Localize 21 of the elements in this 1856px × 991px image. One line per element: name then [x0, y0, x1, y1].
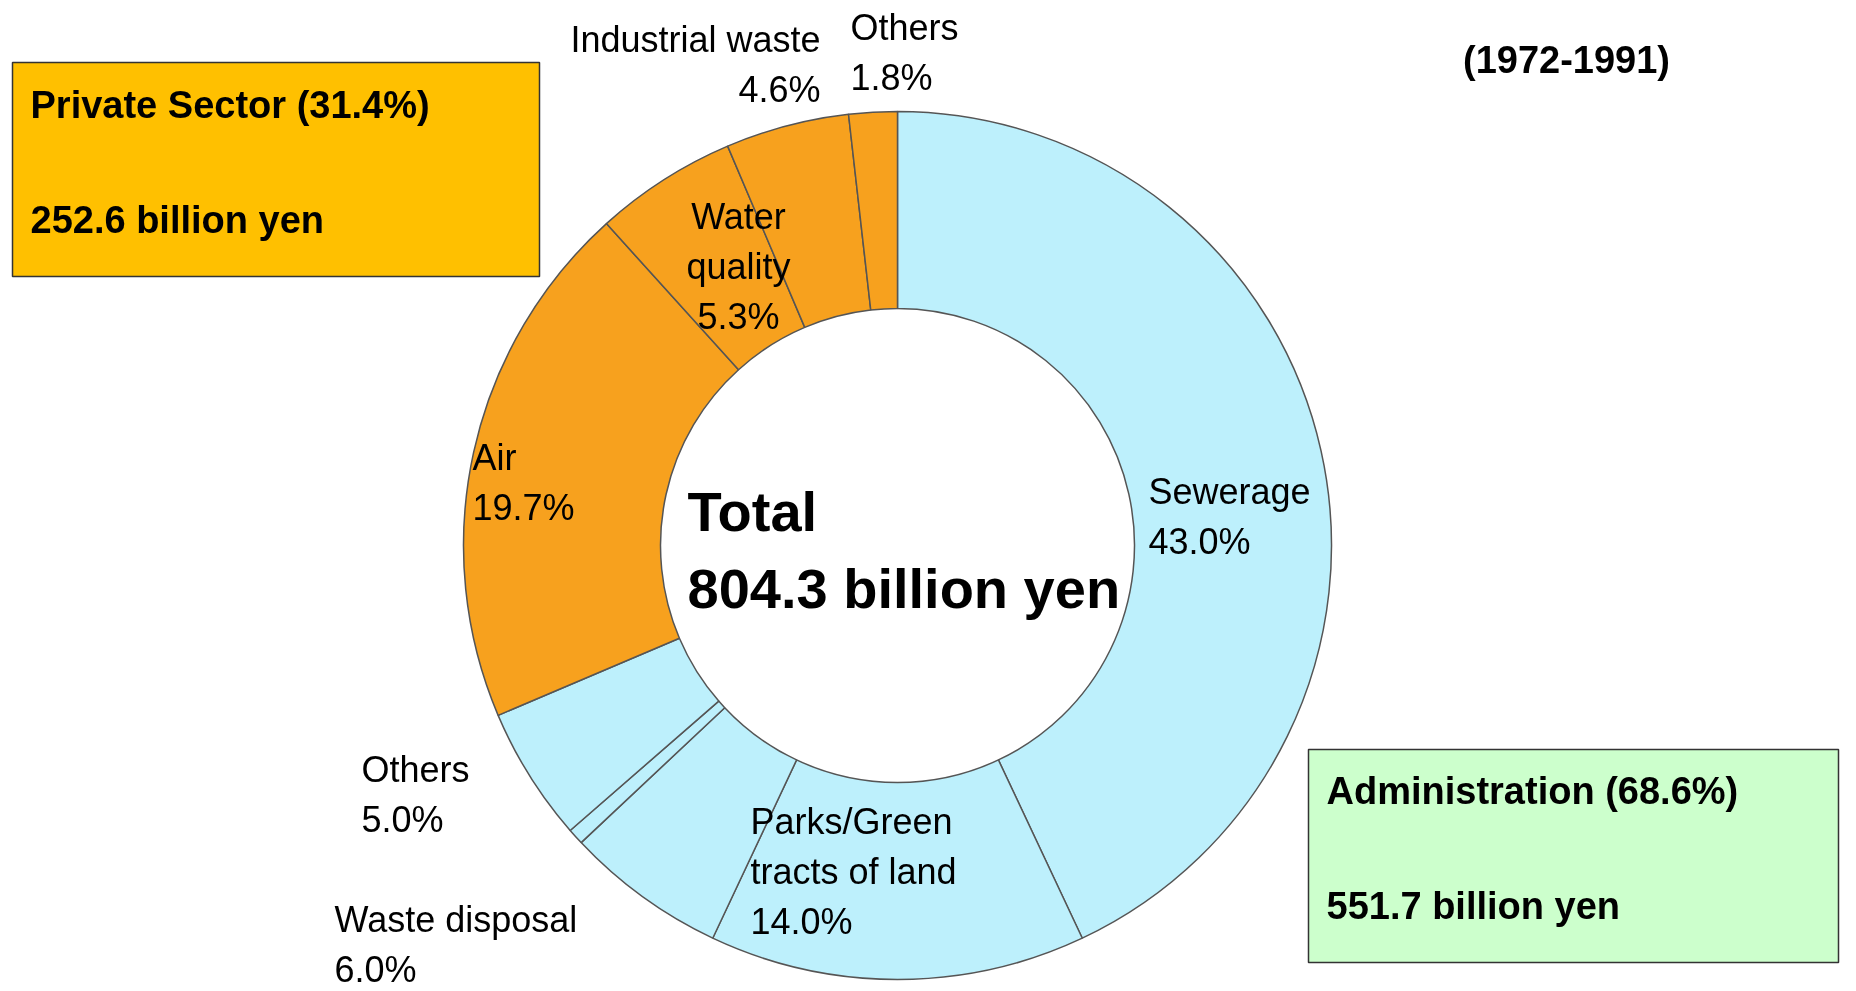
- data-label: 14.0%: [750, 900, 853, 942]
- data-label: 6.0%: [334, 948, 417, 990]
- data-label: 19.7%: [472, 486, 575, 528]
- data-label: 5.0%: [361, 798, 444, 840]
- text: 252.6 billion yen: [30, 198, 325, 241]
- slice-label: Industrial waste: [570, 18, 821, 60]
- slice-label: Sewerage: [1148, 470, 1311, 512]
- slice-label: Air: [472, 436, 517, 478]
- data-label: 43.0%: [1148, 520, 1251, 562]
- text: 551.7 billion yen: [1326, 884, 1621, 927]
- text: 804.3 billion yen: [687, 557, 1121, 620]
- data-label: 5.3%: [697, 295, 780, 337]
- data-label: 1.8%: [850, 56, 933, 98]
- slice-label: Others: [361, 748, 470, 790]
- text: (1972-1991): [1462, 38, 1671, 81]
- data-label: 4.6%: [738, 68, 821, 110]
- slice-label: Waste disposal: [334, 898, 578, 940]
- text: Administration (68.6%): [1326, 769, 1739, 812]
- text: Total: [687, 480, 818, 543]
- slice-label: Others: [850, 6, 959, 48]
- text: Private Sector (31.4%): [30, 83, 430, 126]
